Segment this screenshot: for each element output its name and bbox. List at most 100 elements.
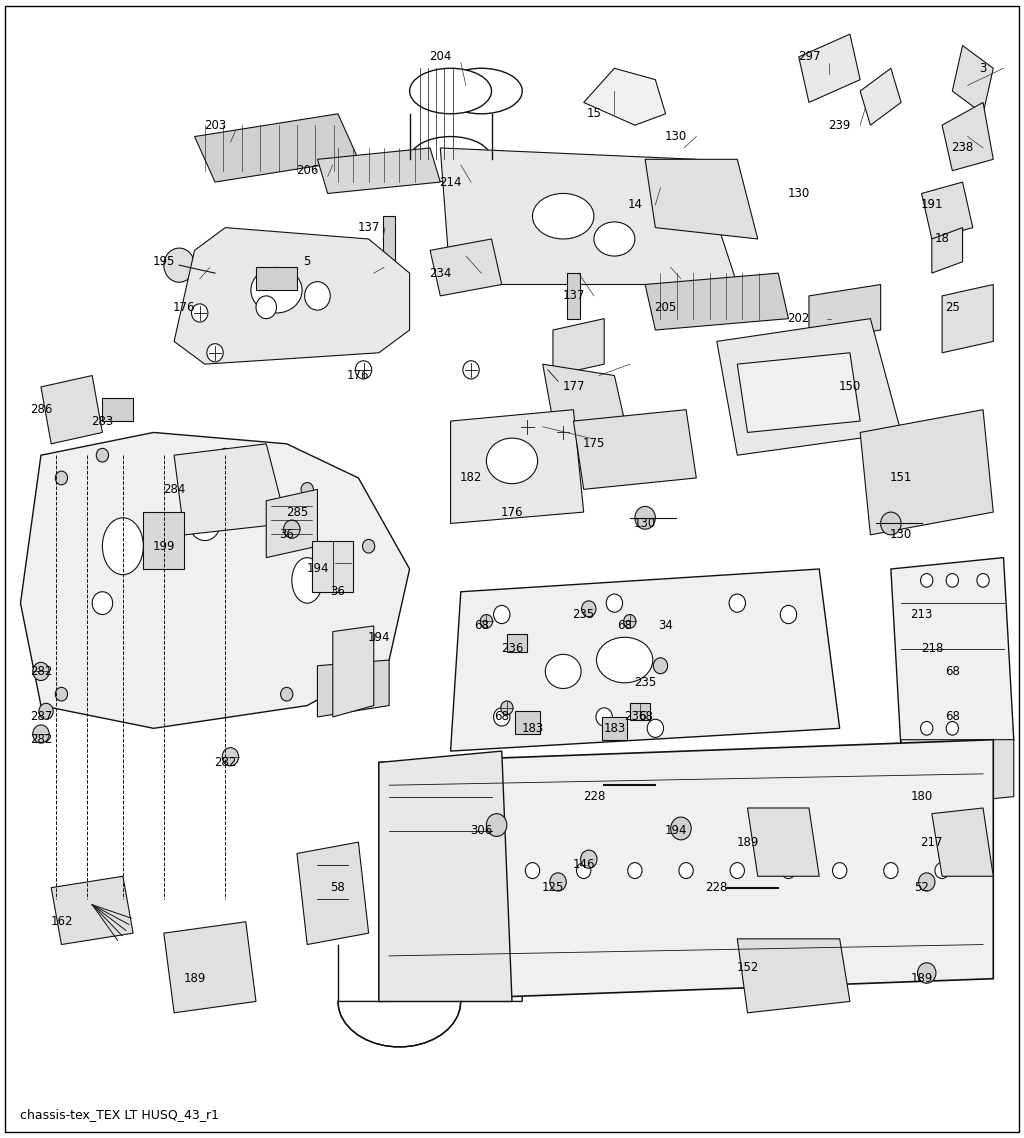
Circle shape	[207, 344, 223, 362]
Ellipse shape	[440, 68, 522, 114]
Text: 15: 15	[587, 107, 601, 121]
Text: 146: 146	[572, 858, 595, 872]
Ellipse shape	[189, 506, 220, 541]
Text: 151: 151	[890, 471, 912, 485]
Polygon shape	[932, 228, 963, 273]
Ellipse shape	[292, 558, 323, 603]
Circle shape	[191, 304, 208, 322]
Polygon shape	[645, 159, 758, 239]
Text: 137: 137	[562, 289, 585, 303]
Polygon shape	[737, 353, 860, 432]
Circle shape	[362, 630, 375, 644]
Polygon shape	[317, 660, 389, 717]
Bar	[515, 711, 541, 734]
Text: 25: 25	[945, 300, 959, 314]
Ellipse shape	[596, 637, 653, 683]
Circle shape	[33, 725, 49, 743]
Circle shape	[628, 863, 642, 879]
Polygon shape	[312, 541, 353, 592]
Circle shape	[596, 708, 612, 726]
Text: 150: 150	[839, 380, 861, 394]
Ellipse shape	[486, 438, 538, 484]
Circle shape	[355, 361, 372, 379]
Polygon shape	[573, 410, 696, 489]
Circle shape	[501, 701, 513, 715]
Circle shape	[921, 574, 933, 587]
Polygon shape	[717, 319, 901, 455]
Circle shape	[494, 708, 510, 726]
Circle shape	[935, 863, 949, 879]
Polygon shape	[932, 808, 993, 876]
Circle shape	[96, 448, 109, 462]
Text: 206: 206	[296, 164, 318, 178]
Circle shape	[525, 863, 540, 879]
Text: 189: 189	[910, 972, 933, 986]
Polygon shape	[799, 34, 860, 102]
Polygon shape	[737, 939, 850, 1013]
Polygon shape	[553, 319, 604, 376]
Bar	[567, 273, 580, 319]
Circle shape	[494, 605, 510, 624]
Polygon shape	[440, 148, 737, 284]
Text: 236: 236	[624, 710, 646, 724]
Polygon shape	[41, 376, 102, 444]
Text: 183: 183	[521, 721, 544, 735]
Circle shape	[474, 863, 488, 879]
Text: 177: 177	[562, 380, 585, 394]
Text: 234: 234	[429, 266, 452, 280]
Bar	[630, 703, 650, 720]
Text: 68: 68	[945, 665, 959, 678]
Circle shape	[581, 850, 597, 868]
Text: 214: 214	[439, 175, 462, 189]
Text: 213: 213	[910, 608, 933, 621]
Text: 283: 283	[91, 414, 114, 428]
Text: 130: 130	[787, 187, 810, 200]
Circle shape	[679, 863, 693, 879]
Circle shape	[606, 594, 623, 612]
Text: 36: 36	[280, 528, 294, 542]
Polygon shape	[584, 68, 666, 125]
Text: 52: 52	[914, 881, 929, 894]
Text: 217: 217	[921, 835, 943, 849]
Polygon shape	[952, 46, 993, 114]
Circle shape	[301, 483, 313, 496]
Circle shape	[55, 687, 68, 701]
Circle shape	[946, 721, 958, 735]
Circle shape	[730, 863, 744, 879]
Circle shape	[480, 615, 493, 628]
Circle shape	[519, 418, 536, 436]
Bar	[383, 216, 395, 262]
Text: 3: 3	[979, 61, 987, 75]
Text: 68: 68	[617, 619, 632, 633]
Circle shape	[919, 873, 935, 891]
Text: 68: 68	[474, 619, 488, 633]
Text: 284: 284	[163, 483, 185, 496]
Text: 286: 286	[30, 403, 52, 417]
Polygon shape	[317, 148, 440, 193]
Text: 205: 205	[654, 300, 677, 314]
Ellipse shape	[410, 137, 492, 182]
Circle shape	[918, 963, 936, 983]
Text: 202: 202	[787, 312, 810, 325]
Polygon shape	[942, 284, 993, 353]
Circle shape	[39, 703, 53, 719]
Circle shape	[555, 423, 571, 442]
Text: 137: 137	[357, 221, 380, 234]
Polygon shape	[174, 444, 287, 535]
Text: 297: 297	[798, 50, 820, 64]
Text: 189: 189	[736, 835, 759, 849]
Text: 203: 203	[204, 118, 226, 132]
Circle shape	[781, 863, 796, 879]
Polygon shape	[901, 740, 1014, 808]
Text: 130: 130	[634, 517, 656, 530]
Ellipse shape	[102, 518, 143, 575]
Text: 287: 287	[30, 710, 52, 724]
Text: 183: 183	[603, 721, 626, 735]
Text: 191: 191	[921, 198, 943, 212]
Text: 130: 130	[890, 528, 912, 542]
Text: 162: 162	[50, 915, 73, 929]
Circle shape	[780, 605, 797, 624]
Ellipse shape	[532, 193, 594, 239]
Circle shape	[284, 520, 300, 538]
Text: 228: 228	[583, 790, 605, 803]
